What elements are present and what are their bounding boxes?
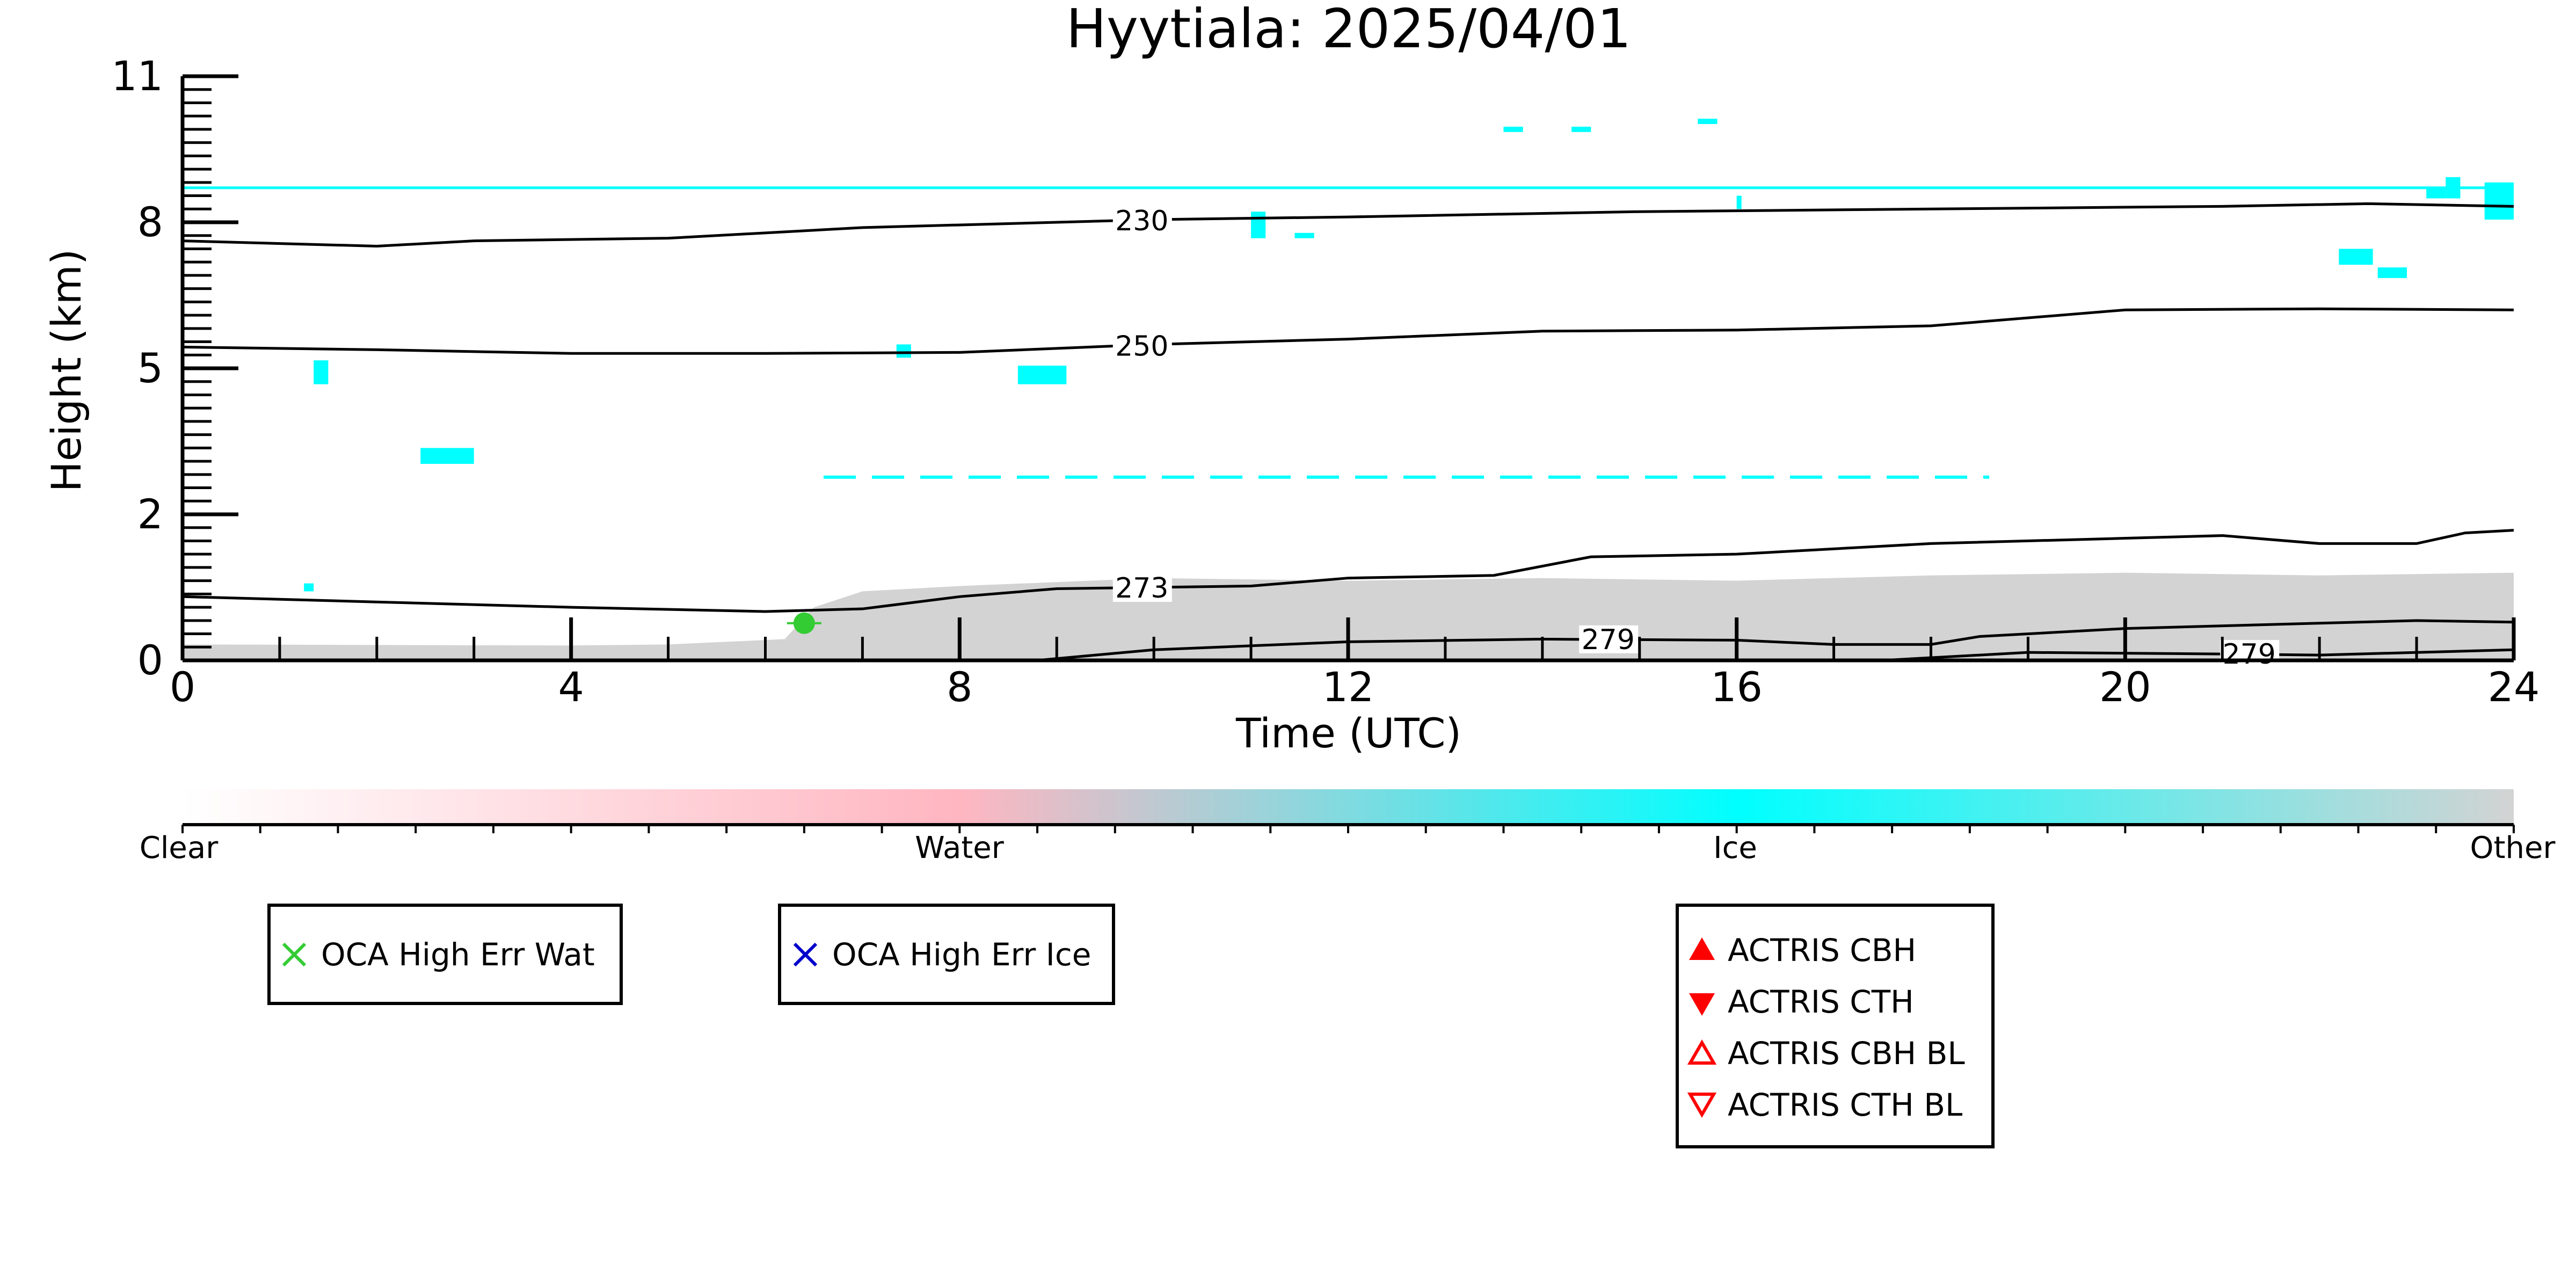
legend-label: ACTRIS CBH BL: [1728, 1035, 1965, 1072]
ice-patch: [2339, 249, 2373, 265]
ice-patch: [1294, 232, 1314, 238]
legend-oca-wat: OCA High Err Wat: [267, 904, 623, 1005]
temperature-contours: 230 250 273 279 279: [182, 202, 2514, 671]
axes: 0 2 5 8 11 0 4 8 12 16 20 24: [111, 52, 2539, 711]
ice-patch: [1503, 126, 1523, 132]
legend-actris: ACTRIS CBH ACTRIS CTH ACTRIS CBH BL ACTR…: [1676, 904, 1995, 1148]
x-marker-icon: [282, 942, 307, 967]
contour-label: 230: [1115, 205, 1168, 237]
contour-label-bg: [2220, 640, 2280, 668]
x-marker-icon: [793, 942, 818, 967]
contour-line-250: [182, 307, 2514, 355]
triangle-up-outline-icon: [1687, 1039, 1717, 1065]
contour-label: 250: [1115, 330, 1168, 362]
legend-label: OCA High Err Wat: [321, 936, 595, 973]
x-tick-label: 16: [1711, 663, 1763, 711]
x-tick-label: 4: [558, 663, 584, 711]
y-tick-label: 2: [137, 490, 163, 538]
ice-patch: [314, 360, 329, 384]
x-tick-label: 24: [2488, 663, 2540, 711]
contour-label-bg: [1112, 332, 1172, 360]
x-axis-label: Time (UTC): [1235, 709, 1461, 757]
legend-box: [778, 904, 1115, 1005]
chart-title: Hyytiala: 2025/04/01: [1066, 0, 1632, 60]
ice-regions: [183, 119, 2514, 592]
legend-box: [1676, 904, 1995, 1148]
x-tick-label: 12: [1322, 663, 1374, 711]
triangle-down-filled-icon: [1689, 993, 1715, 1016]
legend-box: [267, 904, 623, 1005]
y-tick-label: 11: [111, 52, 163, 100]
x-tick-label: 8: [947, 663, 972, 711]
y-tick-label: 8: [137, 198, 163, 246]
colorbar: Clear Water Ice Other: [140, 789, 2556, 865]
legend-oca-ice: OCA High Err Ice: [778, 904, 1115, 1005]
triangle-up-filled-icon: [1689, 937, 1715, 960]
colorbar-label-clear: Clear: [140, 831, 219, 865]
contour-label: 279: [1582, 624, 1635, 656]
x-tick-label: 0: [170, 663, 195, 711]
colorbar-ticks: [181, 825, 2515, 833]
oca-points: [787, 612, 821, 634]
triangle-down-outline-icon: [1687, 1093, 1717, 1118]
contour-line-230: [182, 202, 2514, 248]
contour-label-bg: [1579, 625, 1639, 653]
ice-patch: [1736, 195, 1742, 209]
legend-label: ACTRIS CTH: [1728, 984, 1914, 1020]
legend-label: ACTRIS CTH BL: [1728, 1087, 1962, 1123]
colorbar-gradient: [183, 789, 2514, 824]
ice-patch: [420, 448, 474, 464]
y-axis-label: Height (km): [42, 249, 90, 492]
ice-patch: [2377, 267, 2407, 278]
ice-patch: [1251, 212, 1266, 238]
ice-patch: [1571, 126, 1591, 132]
ice-patch: [1017, 366, 1067, 384]
legend-label: ACTRIS CBH: [1728, 932, 1916, 969]
y-tick-label: 0: [137, 636, 163, 684]
colorbar-label-other: Other: [2470, 831, 2556, 865]
contour-label: 279: [2223, 638, 2276, 671]
ice-patch: [304, 583, 314, 592]
ice-patch: [2426, 187, 2446, 199]
contour-label-bg: [1112, 573, 1172, 602]
plot-area: 230 250 273 279 279 0 2 5 8 11 0 4 8 12 16 20 24: [111, 52, 2539, 711]
contour-label: 273: [1115, 572, 1168, 605]
x-tick-label: 20: [2099, 663, 2151, 711]
contour-line-279: [1037, 619, 2514, 662]
legend-label: OCA High Err Ice: [832, 936, 1091, 973]
contour-label-bg: [1112, 207, 1172, 235]
ice-patch: [896, 344, 911, 358]
colorbar-label-ice: Ice: [1713, 831, 1757, 865]
y-tick-label: 5: [137, 344, 163, 392]
colorbar-label-water: Water: [915, 831, 1005, 865]
ice-patch: [1698, 119, 1718, 125]
contour-line-273: [182, 529, 2514, 613]
